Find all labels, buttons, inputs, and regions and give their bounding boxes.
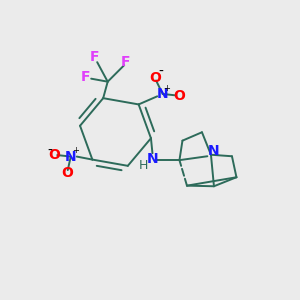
Text: N: N bbox=[208, 144, 219, 158]
Text: F: F bbox=[90, 50, 100, 64]
Text: -: - bbox=[47, 144, 52, 158]
Text: N: N bbox=[157, 87, 169, 101]
Text: F: F bbox=[121, 55, 130, 69]
Text: H: H bbox=[139, 159, 148, 172]
Text: F: F bbox=[81, 70, 91, 84]
Text: N: N bbox=[147, 152, 158, 166]
Text: +: + bbox=[72, 146, 79, 155]
Text: -: - bbox=[159, 65, 164, 79]
Text: +: + bbox=[164, 84, 170, 93]
Text: O: O bbox=[173, 89, 185, 103]
Text: O: O bbox=[61, 166, 73, 180]
Text: O: O bbox=[149, 71, 161, 85]
Text: O: O bbox=[48, 148, 60, 162]
Text: N: N bbox=[65, 150, 76, 164]
